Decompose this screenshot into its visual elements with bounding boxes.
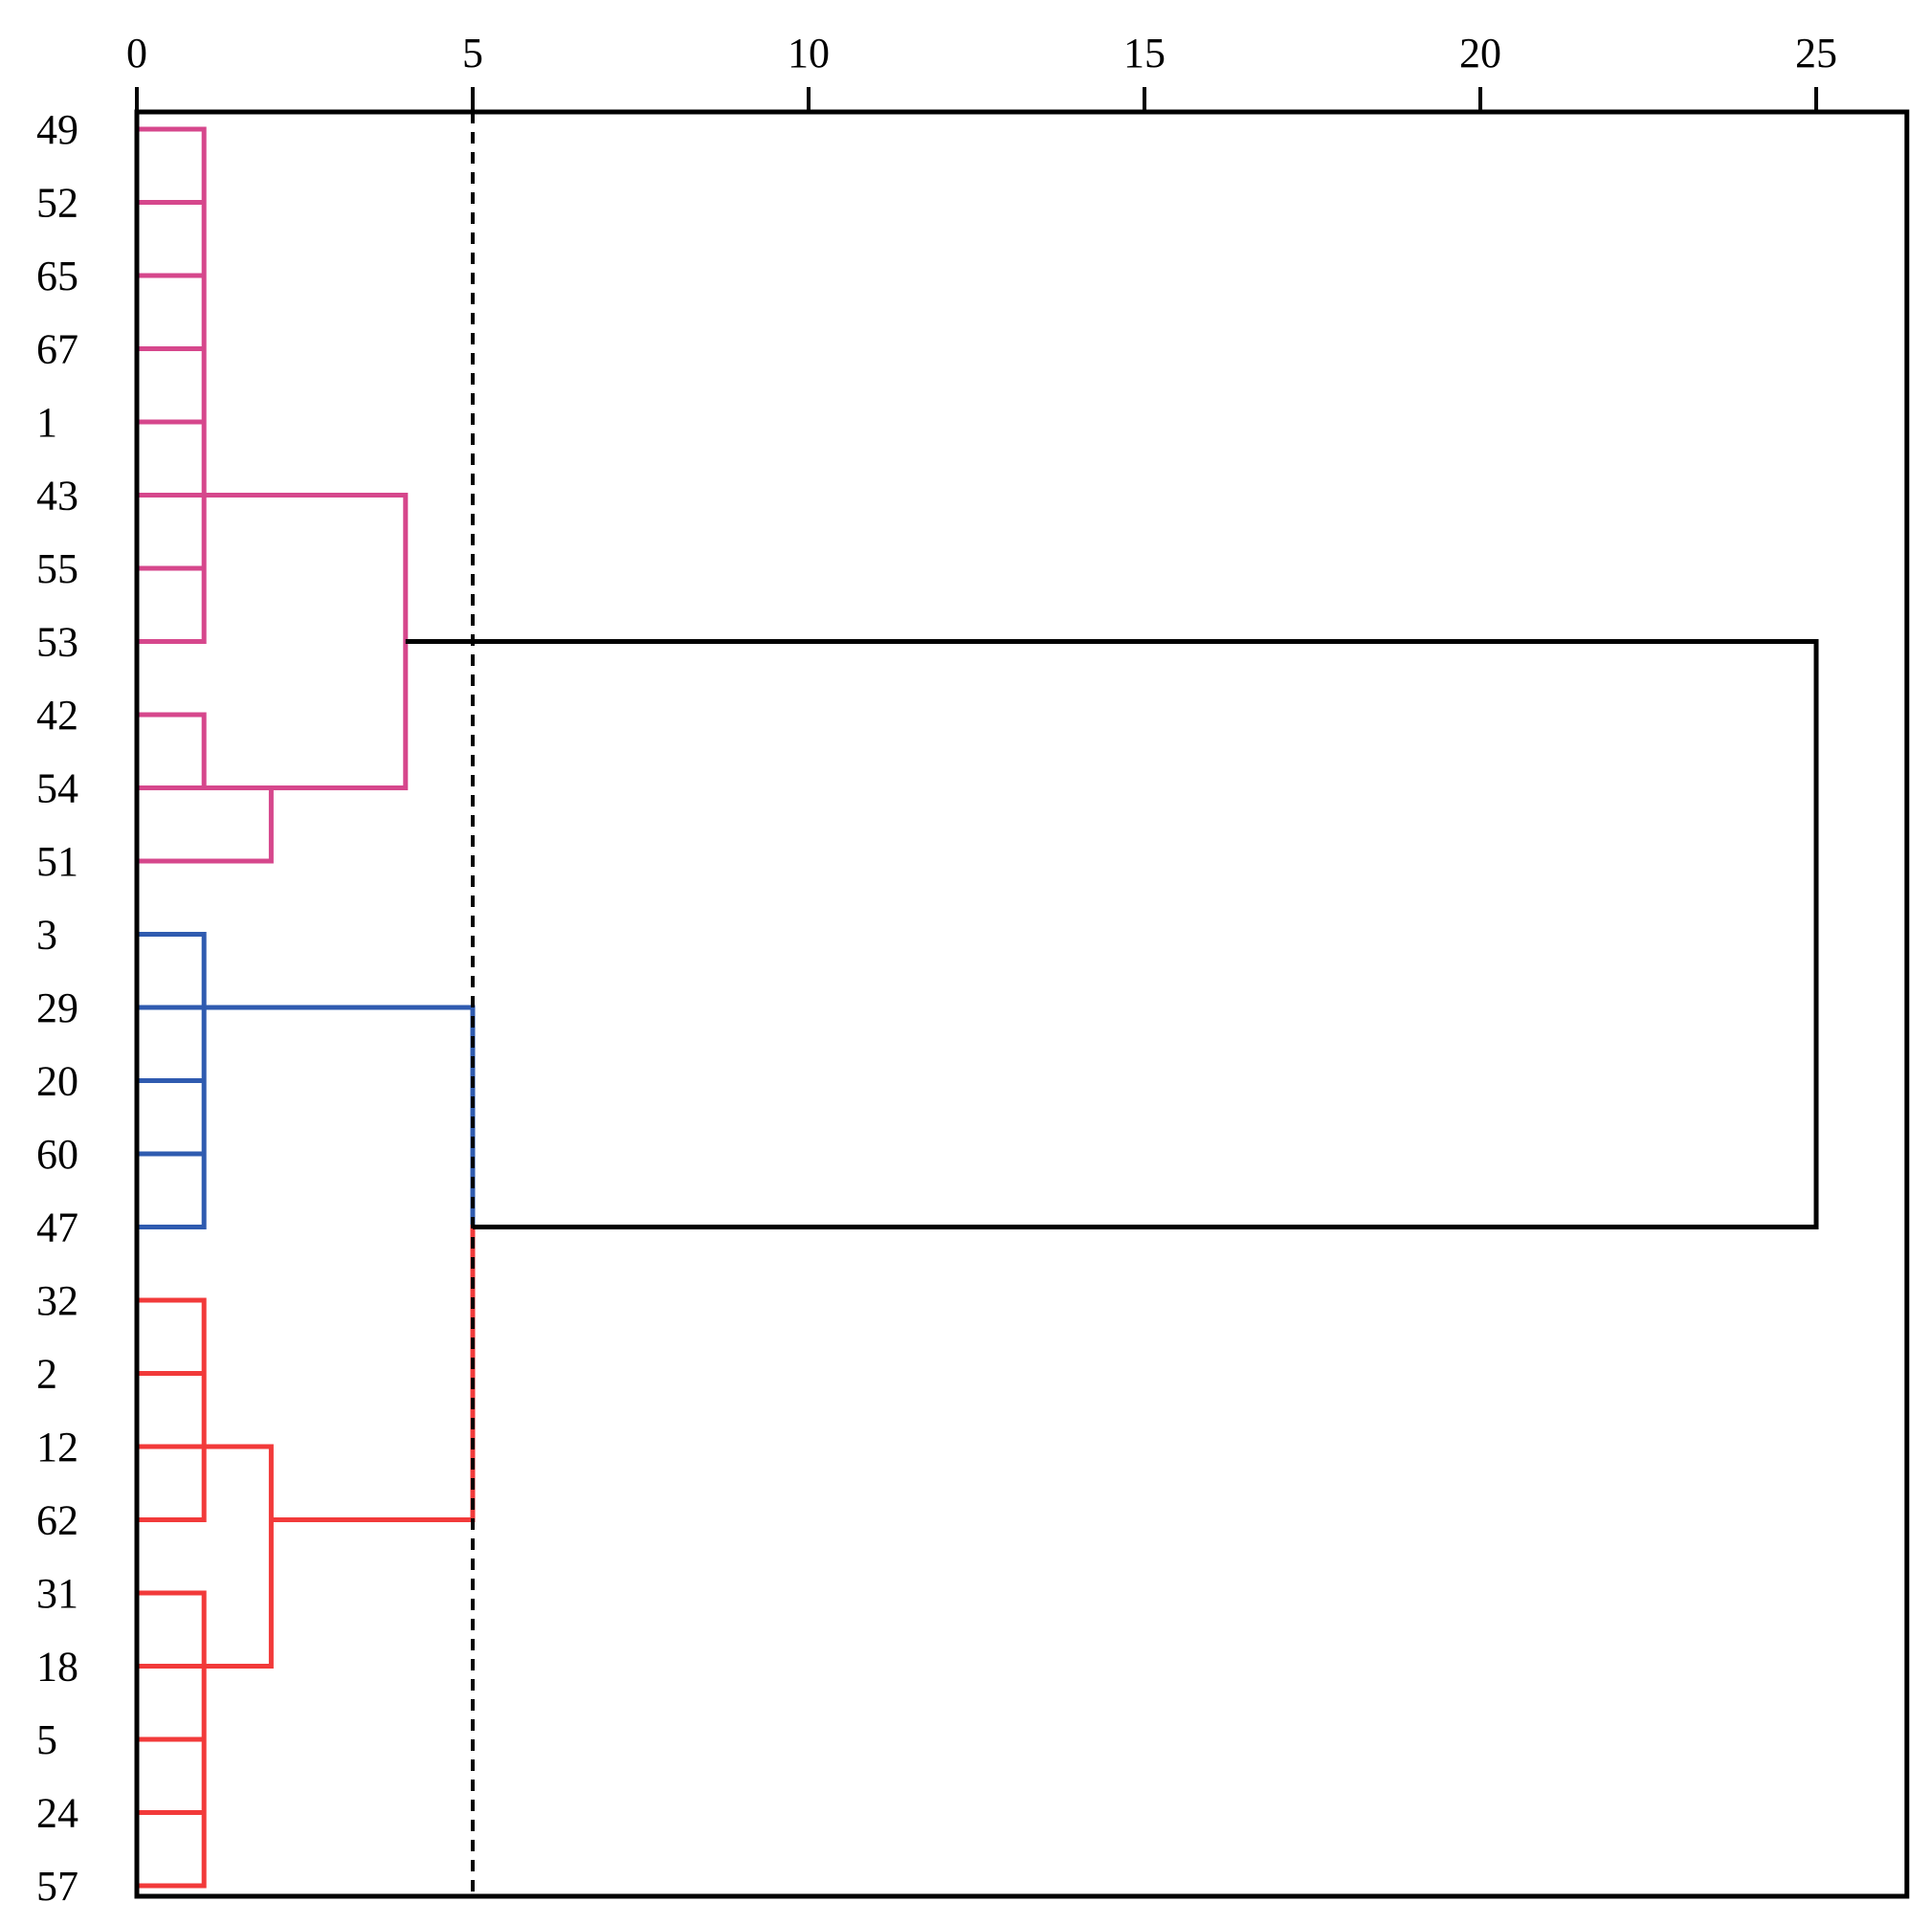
dendrogram-link bbox=[271, 1225, 476, 1522]
dendrogram-link bbox=[204, 1444, 274, 1669]
leaf-label: 1 bbox=[36, 399, 57, 446]
leaf-label: 24 bbox=[36, 1790, 78, 1837]
leaf-label: 60 bbox=[36, 1131, 78, 1178]
leaf-label: 3 bbox=[36, 912, 57, 959]
leaf-label: 32 bbox=[36, 1277, 78, 1324]
leaf-label: 49 bbox=[36, 106, 78, 153]
leaf-label: 65 bbox=[36, 253, 78, 299]
leaf-label: 29 bbox=[36, 984, 78, 1031]
dendrogram-link bbox=[137, 932, 207, 1229]
dendrogram-link bbox=[137, 126, 207, 644]
x-tick-label: 25 bbox=[1795, 30, 1837, 77]
leaf-label: 12 bbox=[36, 1424, 78, 1471]
leaf-label: 51 bbox=[36, 838, 78, 885]
dendrogram-link bbox=[204, 1005, 476, 1229]
leaf-label: 62 bbox=[36, 1497, 78, 1544]
dendrogram-links bbox=[137, 126, 1819, 1889]
dendrogram-link bbox=[137, 785, 274, 864]
leaf-label: 42 bbox=[36, 692, 78, 739]
leaf-label: 53 bbox=[36, 619, 78, 666]
leaf-label: 67 bbox=[36, 326, 78, 373]
leaf-labels: 49 52 65 67 1 43 55 53 42 54 51 3 29 20 60 47 32 2 12 62 31 1… bbox=[36, 106, 78, 1910]
x-tick-label: 0 bbox=[126, 30, 147, 77]
leaf-label: 47 bbox=[36, 1205, 78, 1251]
leaf-label: 18 bbox=[36, 1644, 78, 1691]
leaf-label: 55 bbox=[36, 545, 78, 592]
leaf-label: 57 bbox=[36, 1863, 78, 1910]
x-axis: 0 5 10 15 20 25 bbox=[126, 30, 1837, 112]
leaf-label: 5 bbox=[36, 1716, 57, 1763]
leaf-label: 2 bbox=[36, 1351, 57, 1398]
leaf-label: 31 bbox=[36, 1570, 78, 1617]
x-tick-label: 20 bbox=[1459, 30, 1501, 77]
x-tick-label: 15 bbox=[1123, 30, 1166, 77]
x-tick-label: 5 bbox=[462, 30, 483, 77]
plot-frame bbox=[134, 109, 1910, 1899]
dendrogram-link bbox=[137, 1590, 207, 1889]
dendrogram-link bbox=[405, 639, 1819, 1229]
dendrogram-link bbox=[137, 712, 207, 790]
leaf-label: 43 bbox=[36, 473, 78, 520]
x-tick-label: 10 bbox=[788, 30, 830, 77]
leaf-label: 52 bbox=[36, 180, 78, 227]
leaf-label: 54 bbox=[36, 765, 78, 812]
dendrogram-link bbox=[137, 1297, 207, 1522]
leaf-label: 20 bbox=[36, 1058, 78, 1105]
dendrogram-link bbox=[204, 493, 409, 790]
